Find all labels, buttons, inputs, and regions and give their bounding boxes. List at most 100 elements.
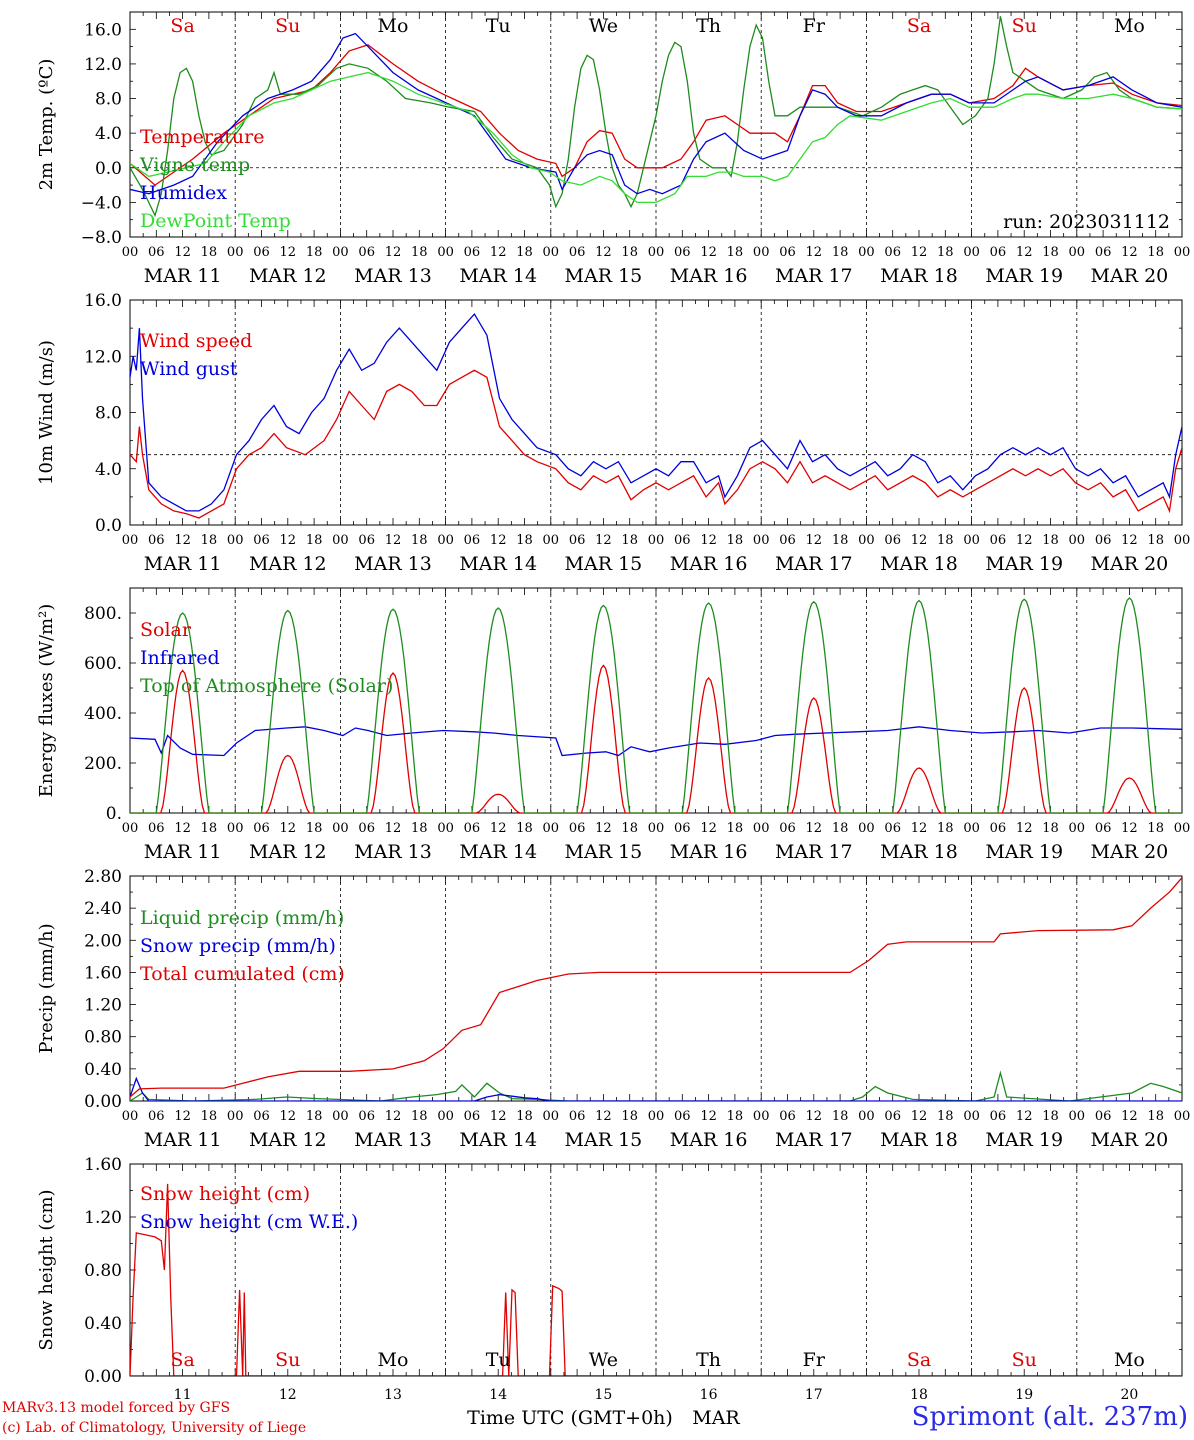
- energy-x-tick-label: 18: [201, 821, 218, 836]
- wind-x-tick-label: 06: [358, 533, 375, 548]
- wind-x-tick-label: 06: [148, 533, 165, 548]
- temp-x-tick-label: 18: [516, 245, 533, 260]
- energy-date-label: MAR 15: [565, 841, 643, 863]
- precip-x-tick-label: 00: [648, 1109, 665, 1124]
- wind-x-tick-label: 00: [543, 533, 560, 548]
- x-axis-title: Time UTC (GMT+0h): [467, 1407, 673, 1429]
- precip-x-tick-label: 12: [911, 1109, 928, 1124]
- temp-x-tick-label: 00: [648, 245, 665, 260]
- weekday-label: Mo: [1114, 15, 1145, 37]
- energy-x-tick-label: 06: [358, 821, 375, 836]
- energy-x-tick-label: 06: [779, 821, 796, 836]
- wind-y-tick-label: 8.0: [95, 404, 122, 424]
- energy-x-tick-label: 00: [648, 821, 665, 836]
- precip-date-label: MAR 17: [775, 1129, 853, 1151]
- precip-date-label: MAR 13: [354, 1129, 432, 1151]
- weekday-label: Mo: [378, 1349, 409, 1371]
- wind-x-tick-label: 06: [674, 533, 691, 548]
- energy-x-tick-label: 12: [280, 821, 297, 836]
- temp-x-tick-label: 12: [280, 245, 297, 260]
- wind-date-label: MAR 17: [775, 553, 853, 575]
- precip-y-tick-label: 2.00: [84, 931, 122, 951]
- day-number-label: 19: [1015, 1387, 1033, 1403]
- wind-x-tick-label: 00: [1069, 533, 1086, 548]
- temp-date-label: MAR 15: [565, 265, 643, 287]
- precip-x-tick-label: 06: [990, 1109, 1007, 1124]
- wind-x-tick-label: 00: [648, 533, 665, 548]
- temp-x-tick-label: 06: [990, 245, 1007, 260]
- temp-series-vigne-temp: [130, 16, 1182, 218]
- temp-x-tick-label: 06: [253, 245, 270, 260]
- temp-x-tick-label: 18: [727, 245, 744, 260]
- energy-x-tick-label: 18: [1042, 821, 1059, 836]
- energy-x-tick-label: 06: [569, 821, 586, 836]
- temp-date-label: MAR 13: [354, 265, 432, 287]
- temp-x-tick-label: 06: [779, 245, 796, 260]
- precip-x-tick-label: 18: [621, 1109, 638, 1124]
- temp-x-tick-label: 18: [201, 245, 218, 260]
- wind-x-tick-label: 00: [753, 533, 770, 548]
- precip-legend-entry: Total cumulated (cm): [140, 963, 345, 985]
- wind-date-label: MAR 19: [985, 553, 1063, 575]
- temp-x-tick-label: 18: [306, 245, 323, 260]
- precip-x-tick-label: 06: [884, 1109, 901, 1124]
- energy-x-tick-label: 06: [674, 821, 691, 836]
- precip-x-tick-label: 12: [280, 1109, 297, 1124]
- temp-legend-entry: Vigne temp: [139, 154, 250, 176]
- wind-x-tick-label: 18: [832, 533, 849, 548]
- wind-x-tick-label: 12: [1016, 533, 1033, 548]
- precip-x-tick-label: 00: [227, 1109, 244, 1124]
- temp-x-tick-label: 18: [1147, 245, 1164, 260]
- temp-y-tick-label: 16.0: [84, 20, 122, 40]
- precip-x-tick-label: 06: [779, 1109, 796, 1124]
- temp-date-label: MAR 17: [775, 265, 853, 287]
- weekday-label: We: [589, 15, 618, 37]
- wind-x-tick-label: 18: [937, 533, 954, 548]
- energy-x-tick-label: 00: [122, 821, 139, 836]
- precip-x-tick-label: 00: [543, 1109, 560, 1124]
- day-number-label: 11: [174, 1387, 192, 1403]
- precip-y-axis-label: Precip (mm/h): [36, 923, 57, 1053]
- wind-y-axis-label: 10m Wind (m/s): [36, 340, 57, 485]
- precip-series-liquid-precip-mm-h-: [130, 1070, 1182, 1101]
- energy-x-tick-label: 06: [464, 821, 481, 836]
- temp-x-tick-label: 00: [227, 245, 244, 260]
- wind-x-tick-label: 06: [990, 533, 1007, 548]
- wind-x-tick-label: 00: [122, 533, 139, 548]
- wind-y-tick-label: 12.0: [84, 347, 122, 367]
- wind-x-tick-label: 00: [437, 533, 454, 548]
- energy-x-tick-label: 18: [937, 821, 954, 836]
- precip-series-snow-precip-mm-h-: [130, 1076, 1182, 1101]
- precip-x-tick-label: 12: [385, 1109, 402, 1124]
- temp-x-tick-label: 18: [621, 245, 638, 260]
- temp-series-humidex: [130, 32, 1182, 195]
- wind-x-tick-label: 06: [464, 533, 481, 548]
- wind-y-tick-label: 4.0: [95, 460, 122, 480]
- precip-date-label: MAR 16: [670, 1129, 748, 1151]
- energy-x-tick-label: 00: [753, 821, 770, 836]
- precip-x-tick-label: 12: [174, 1109, 191, 1124]
- wind-date-label: MAR 13: [354, 553, 432, 575]
- weekday-label: Mo: [378, 15, 409, 37]
- temp-x-tick-label: 00: [543, 245, 560, 260]
- snow-legend-entry: Snow height (cm W.E.): [140, 1211, 358, 1233]
- temp-x-tick-label: 06: [569, 245, 586, 260]
- energy-x-tick-label: 12: [490, 821, 507, 836]
- precip-x-tick-label: 00: [753, 1109, 770, 1124]
- wind-x-tick-label: 12: [174, 533, 191, 548]
- wind-series-wind-speed: [130, 369, 1182, 519]
- day-number-label: 15: [594, 1387, 612, 1403]
- energy-x-tick-label: 00: [858, 821, 875, 836]
- temp-y-tick-label: 12.0: [84, 55, 122, 75]
- wind-x-tick-label: 06: [253, 533, 270, 548]
- precip-x-tick-label: 00: [963, 1109, 980, 1124]
- energy-x-tick-label: 00: [437, 821, 454, 836]
- wind-x-tick-label: 06: [1095, 533, 1112, 548]
- energy-date-label: MAR 17: [775, 841, 853, 863]
- temp-x-tick-label: 06: [464, 245, 481, 260]
- run-label: run: 2023031112: [1003, 211, 1170, 233]
- precip-legend-entry: Snow precip (mm/h): [140, 935, 336, 957]
- energy-x-tick-label: 18: [516, 821, 533, 836]
- weekday-label: Su: [1012, 15, 1037, 37]
- temp-x-tick-label: 12: [911, 245, 928, 260]
